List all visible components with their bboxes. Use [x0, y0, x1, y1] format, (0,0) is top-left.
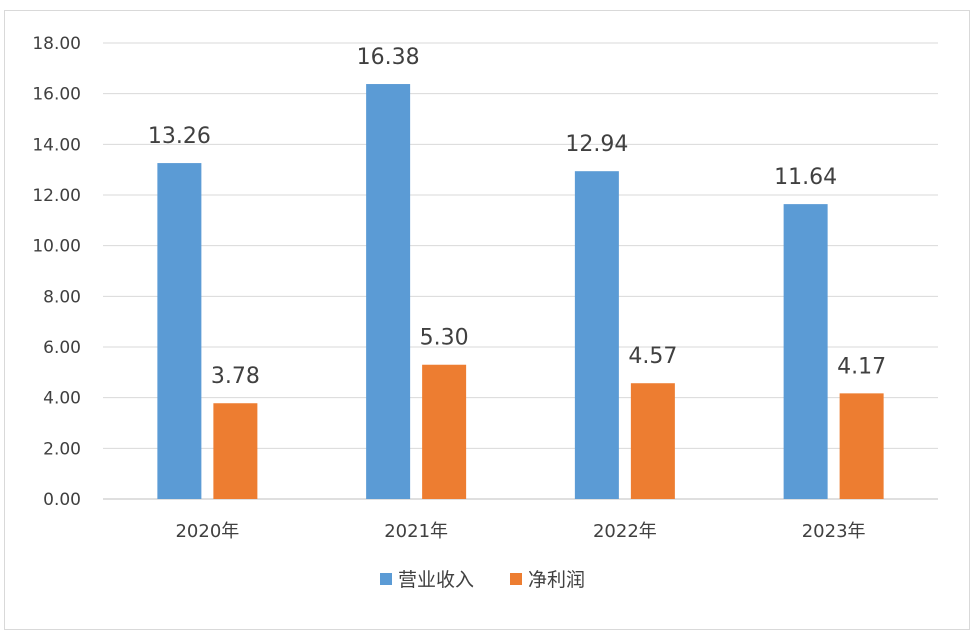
- legend-label: 营业收入: [398, 569, 474, 591]
- y-axis-ticks: 0.00 2.00 4.00 6.00 8.00 10.00 12.00 14.00 16.00…: [32, 34, 81, 510]
- y-tick-label: 10.00: [32, 237, 81, 257]
- bar: [783, 204, 828, 499]
- data-label: 12.94: [565, 132, 628, 157]
- bar-chart: 0.00 2.00 4.00 6.00 8.00 10.00 12.00 14.00 16.00…: [32, 34, 938, 591]
- y-tick-label: 12.00: [32, 186, 81, 206]
- chart-frame: 0.00 2.00 4.00 6.00 8.00 10.00 12.00 14.00 16.00…: [4, 10, 970, 630]
- y-tick-label: 18.00: [32, 34, 81, 54]
- legend-swatch: [380, 573, 392, 585]
- data-label: 13.26: [148, 124, 211, 149]
- y-tick-label: 0.00: [43, 490, 81, 510]
- y-tick-label: 8.00: [43, 287, 81, 307]
- data-label: 16.38: [357, 45, 420, 70]
- bar: [422, 364, 467, 499]
- x-category-label: 2020年: [175, 521, 239, 542]
- data-label: 11.64: [774, 165, 837, 190]
- data-label: 4.17: [837, 354, 886, 379]
- x-category-label: 2023年: [802, 521, 866, 542]
- data-label: 5.30: [420, 326, 469, 351]
- x-axis-categories: 2020年 2021年 2022年 2023年: [175, 521, 865, 542]
- legend: 营业收入 净利润: [380, 569, 585, 591]
- y-tick-label: 6.00: [43, 338, 81, 358]
- y-tick-label: 14.00: [32, 135, 81, 155]
- bar: [157, 163, 202, 499]
- legend-label: 净利润: [528, 569, 585, 591]
- y-tick-label: 2.00: [43, 439, 81, 459]
- data-label: 4.57: [628, 344, 677, 369]
- y-tick-label: 16.00: [32, 85, 81, 105]
- x-category-label: 2022年: [593, 521, 657, 542]
- x-category-label: 2021年: [384, 521, 448, 542]
- bar: [630, 383, 675, 499]
- data-labels: 13.26 3.78 16.38 5.30 12.94 4.57 11.64 4.17: [148, 45, 886, 389]
- data-label: 3.78: [211, 364, 260, 389]
- legend-swatch: [510, 573, 522, 585]
- bar: [366, 84, 411, 499]
- bar: [839, 393, 884, 499]
- bar: [213, 403, 258, 499]
- bar: [574, 171, 619, 500]
- bars: [157, 84, 884, 500]
- y-tick-label: 4.00: [43, 389, 81, 409]
